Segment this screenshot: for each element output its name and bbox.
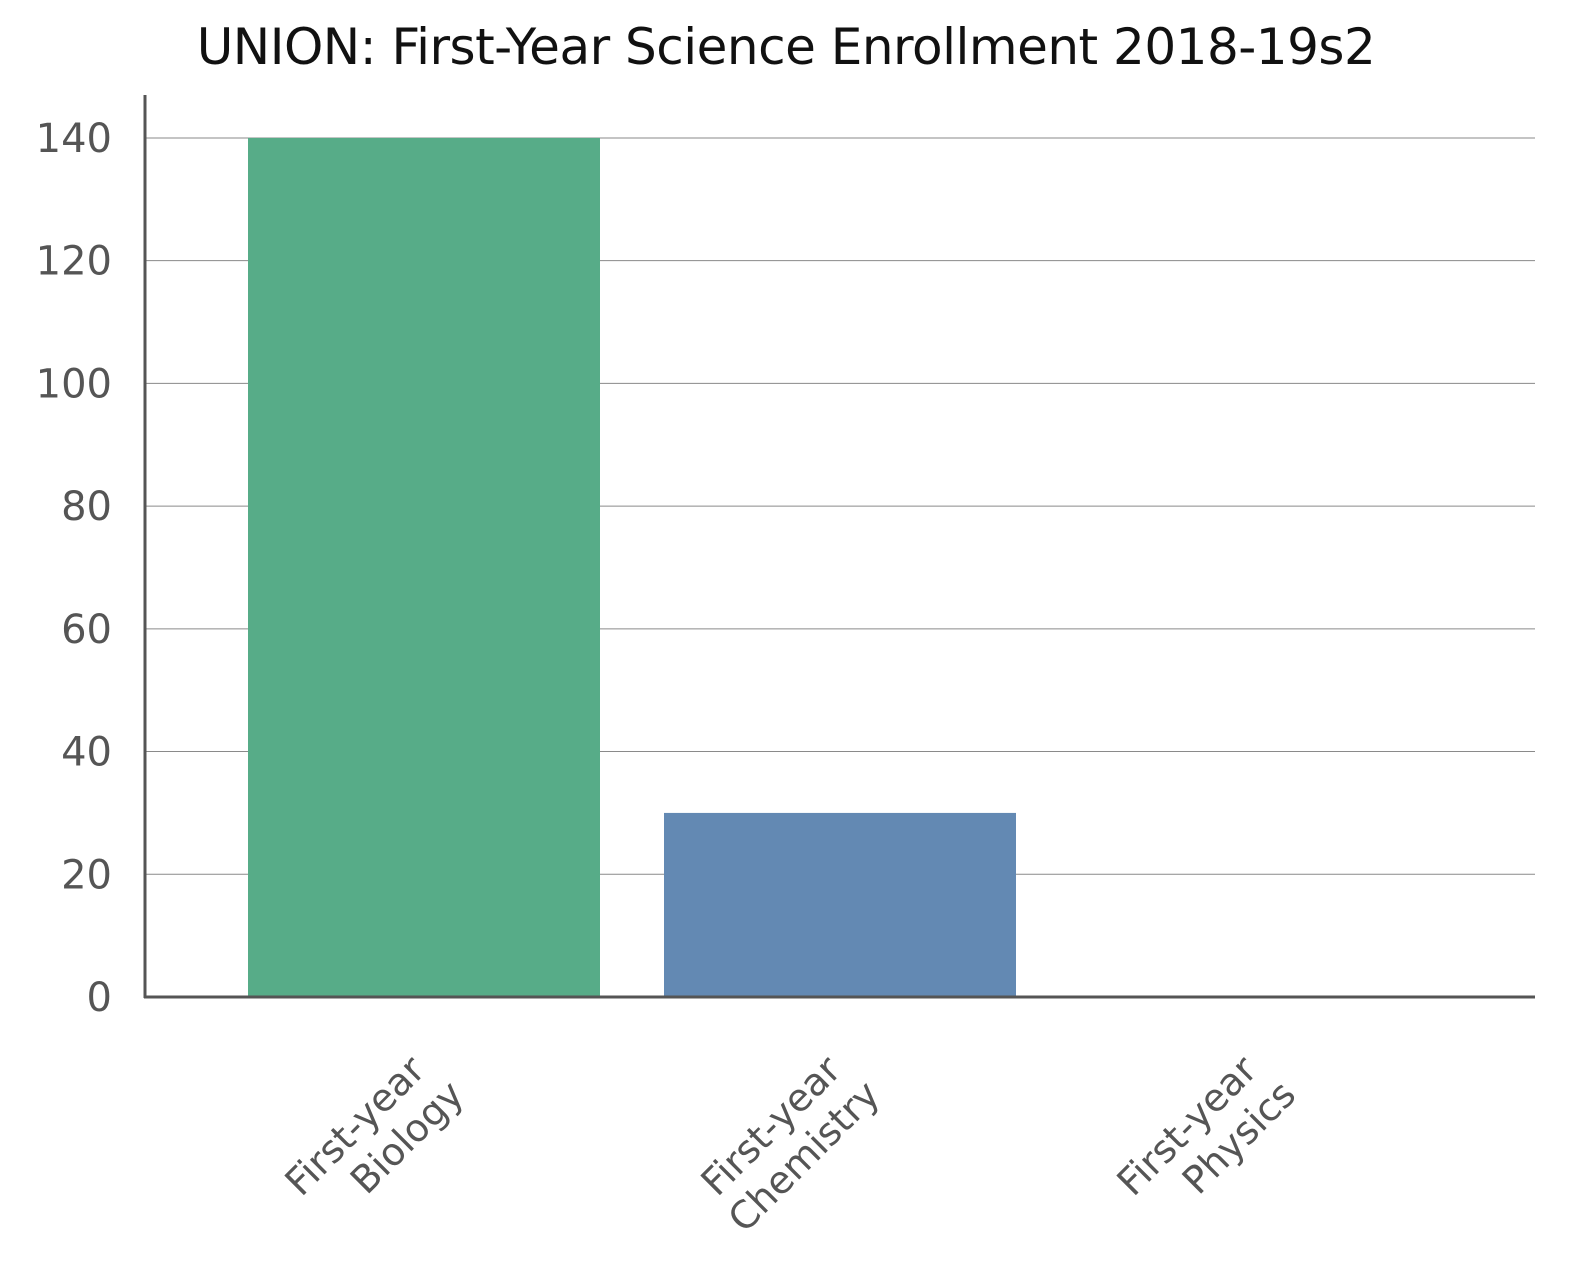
y-tick-label: 140 <box>36 116 112 162</box>
bars <box>248 137 1016 997</box>
y-tick-label: 20 <box>61 852 112 898</box>
y-tick-label: 40 <box>61 730 112 776</box>
y-tick-label: 120 <box>36 239 112 285</box>
bar <box>248 137 600 997</box>
y-tick-labels: 0 20 40 60 80 100 120 140 <box>36 116 112 1021</box>
bar <box>664 812 1016 997</box>
y-tick-label: 80 <box>61 484 112 530</box>
y-tick-label: 0 <box>87 975 112 1021</box>
axes <box>143 95 1535 999</box>
y-tick-label: 60 <box>61 607 112 653</box>
y-tick-label: 100 <box>36 361 112 407</box>
chart-title: UNION: First-Year Science Enrollment 201… <box>196 18 1376 76</box>
